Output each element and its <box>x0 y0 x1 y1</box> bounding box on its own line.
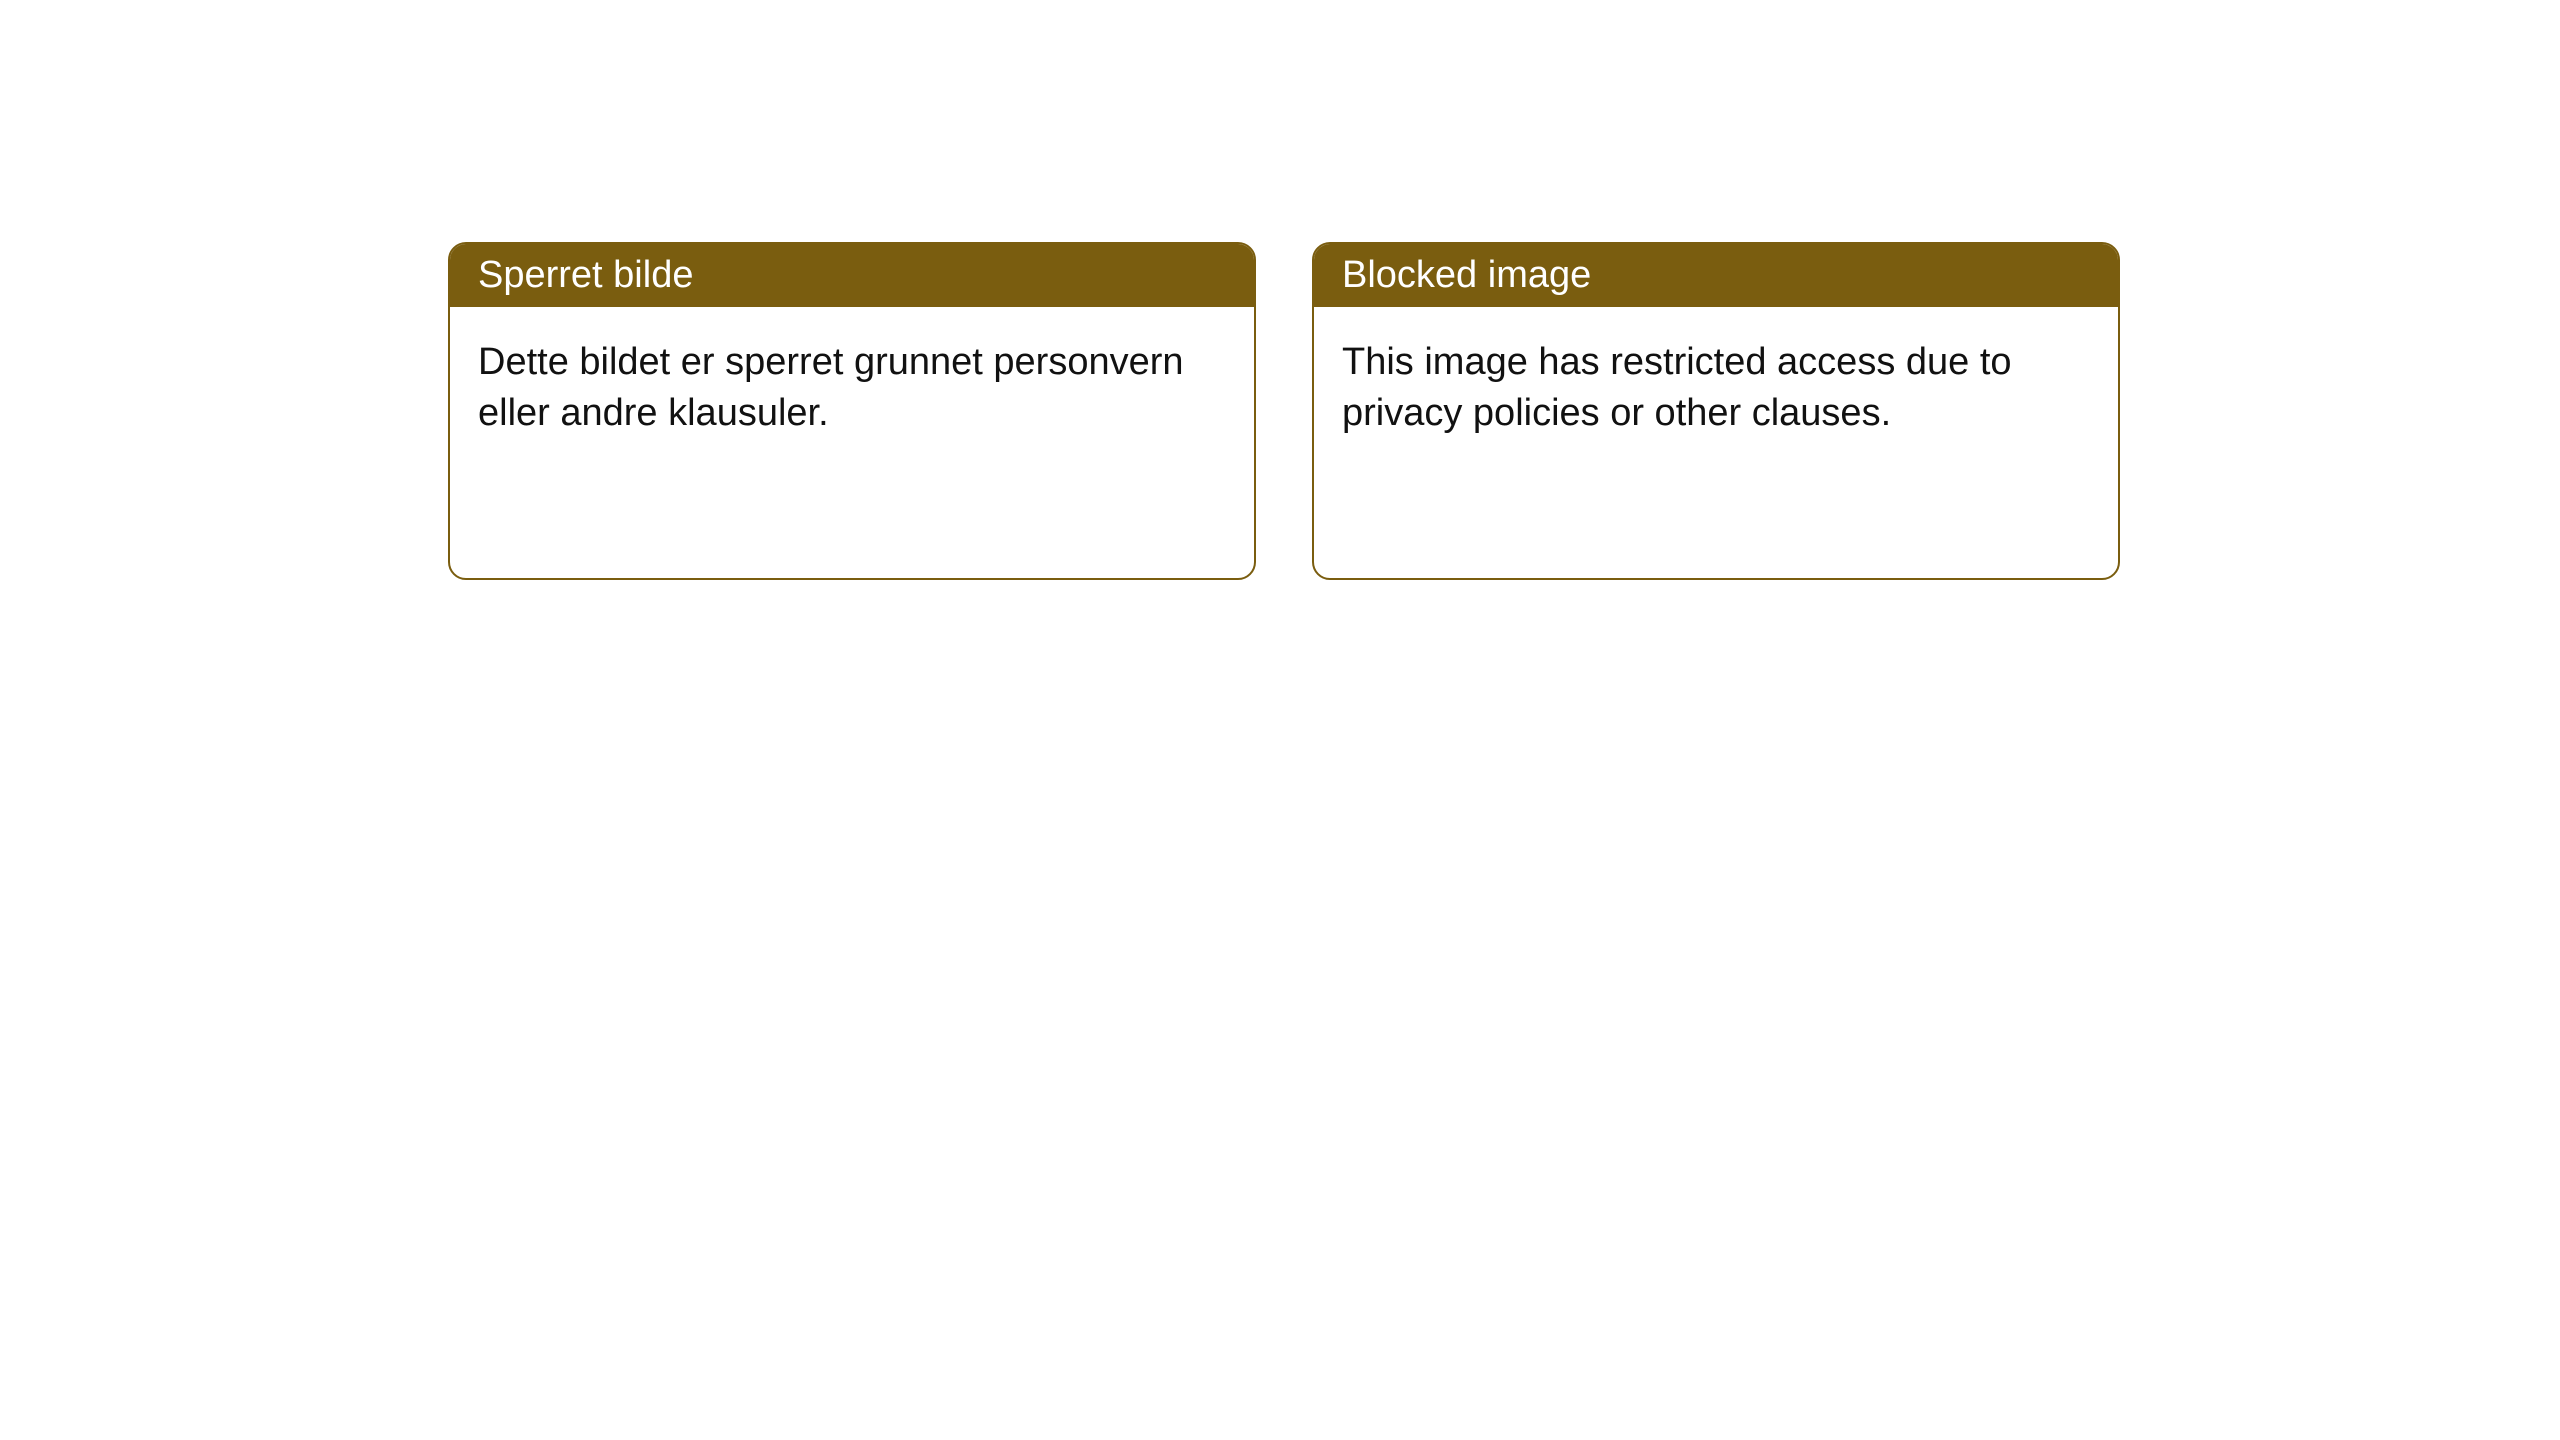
notice-card-header: Sperret bilde <box>450 244 1254 307</box>
notice-card-body: This image has restricted access due to … <box>1314 307 2118 470</box>
notice-card-english: Blocked image This image has restricted … <box>1312 242 2120 580</box>
notice-card-header: Blocked image <box>1314 244 2118 307</box>
notice-cards-container: Sperret bilde Dette bildet er sperret gr… <box>0 0 2560 580</box>
notice-card-norwegian: Sperret bilde Dette bildet er sperret gr… <box>448 242 1256 580</box>
notice-card-body: Dette bildet er sperret grunnet personve… <box>450 307 1254 470</box>
